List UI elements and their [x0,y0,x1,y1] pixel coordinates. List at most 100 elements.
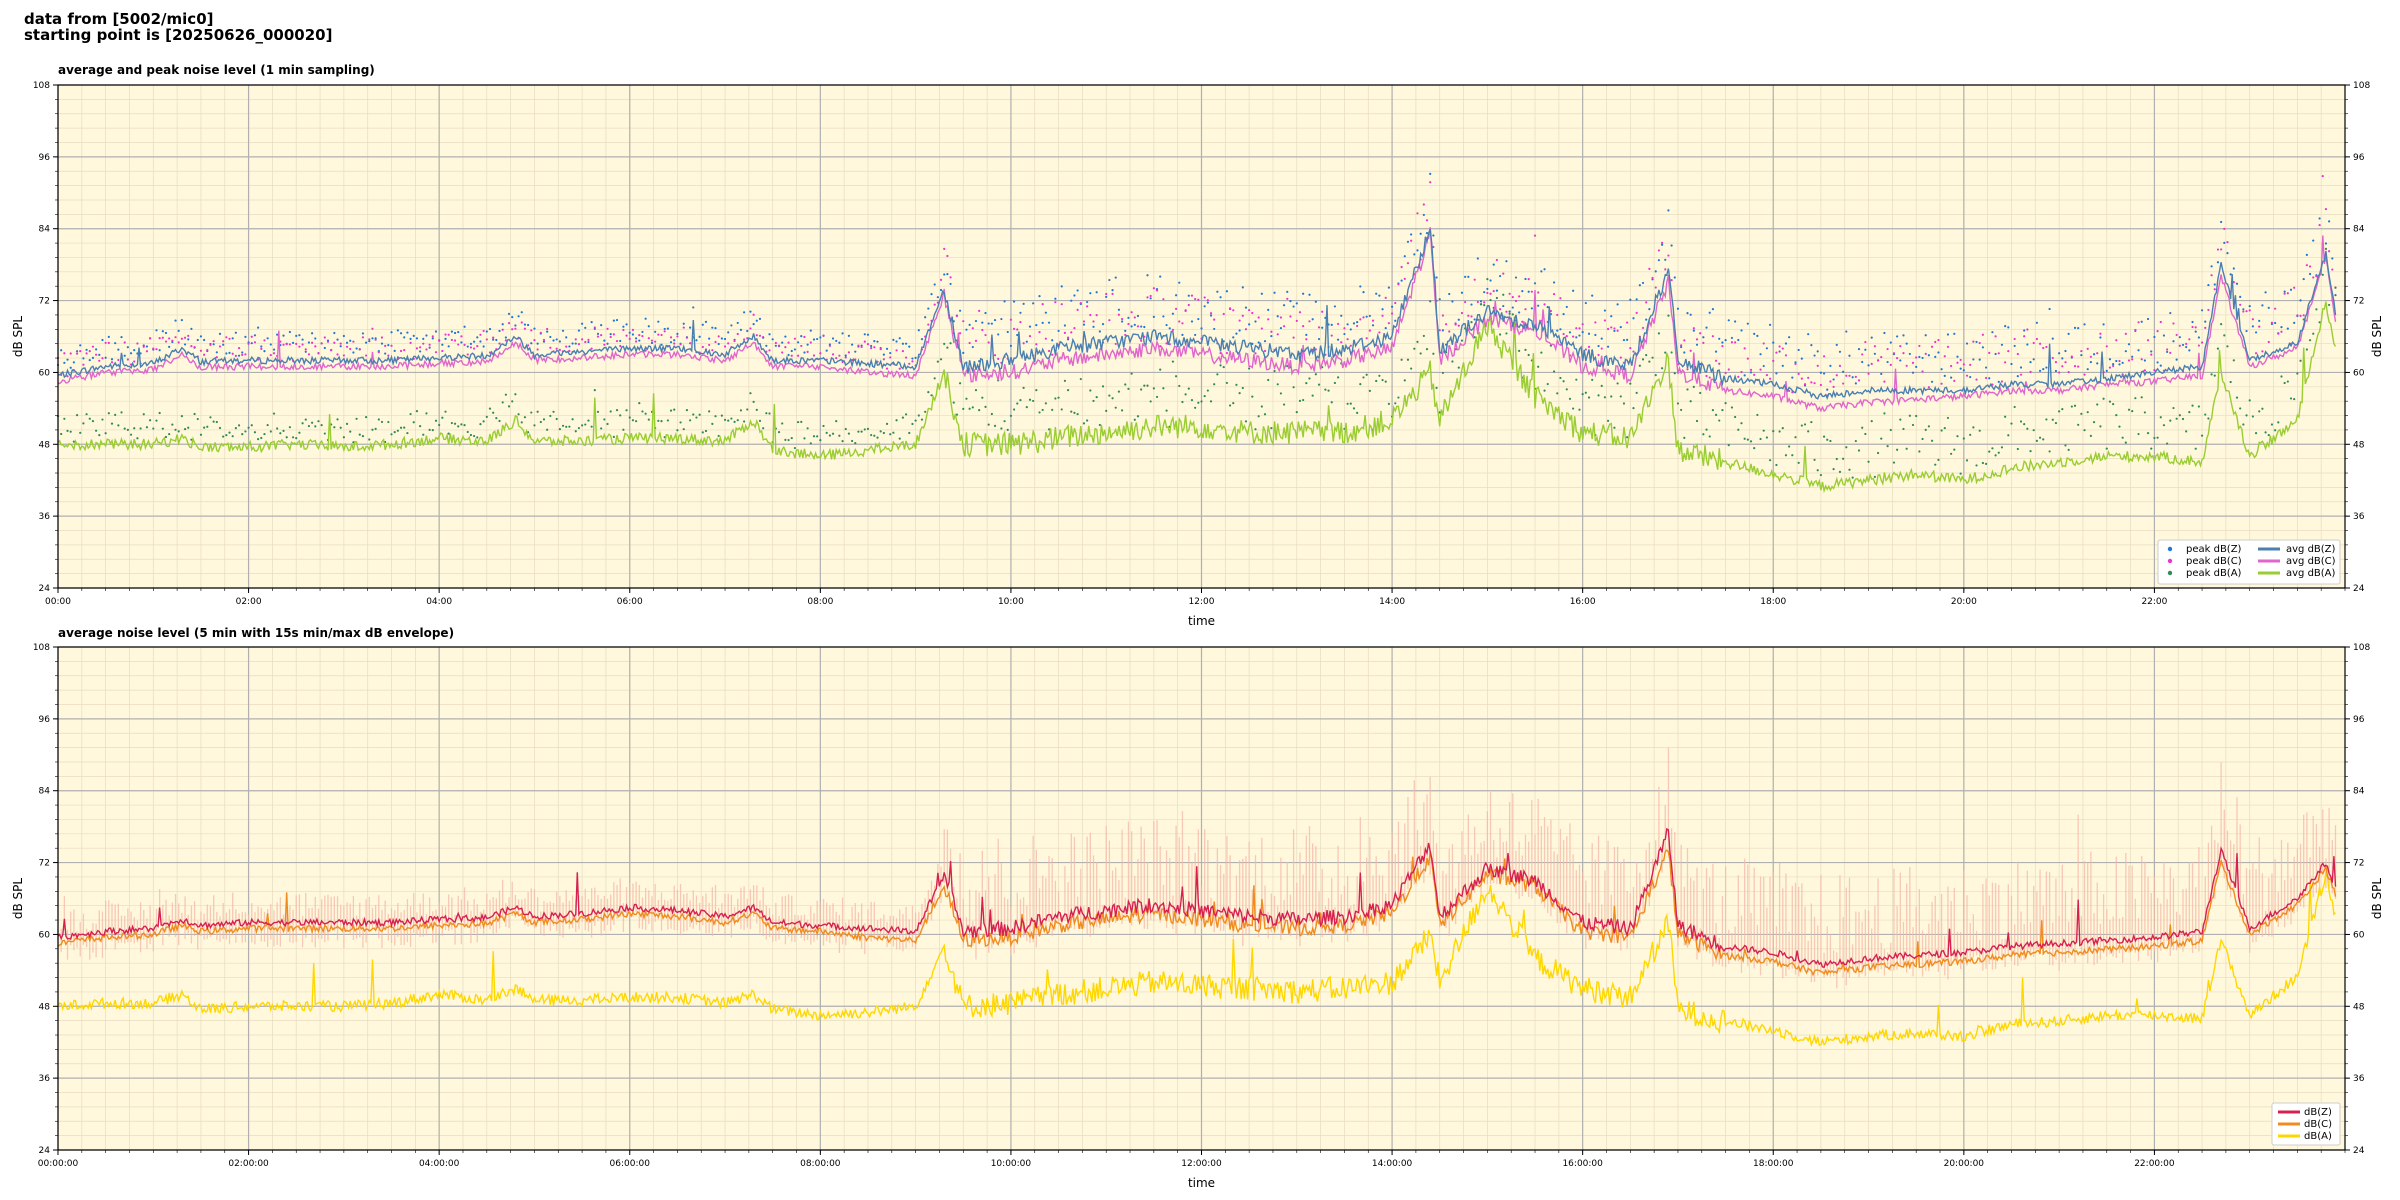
peak-point [1610,326,1613,329]
peak-point [1063,379,1067,382]
peak-point [63,352,66,355]
peak-point [1375,292,1378,295]
peak-point [365,341,368,344]
peak-point [1203,305,1206,308]
peak-point [908,362,911,365]
peak-point [1244,420,1248,423]
peak-point [904,413,908,416]
peak-point [2124,350,2127,353]
peak-point [876,436,879,439]
peak-point [1508,310,1511,313]
peak-point [1956,435,1959,438]
peak-point [447,432,450,435]
peak-point [816,435,819,438]
peak-point [1645,318,1648,321]
peak-point [263,432,266,436]
peak-point [476,436,479,439]
peak-point [1969,433,1972,436]
peak-point [1403,379,1406,382]
peak-point [1937,338,1940,342]
peak-point [1162,298,1165,301]
peak-point [1149,294,1152,298]
peak-point [498,419,501,423]
peak-point [1403,277,1406,280]
peak-point [809,442,812,445]
peak-point [1333,305,1337,308]
peak-point [1772,359,1775,362]
peak-point [1035,388,1038,392]
peak-point [2261,407,2264,410]
peak-point [2286,380,2289,383]
peak-point [1066,338,1070,341]
peak-point [1562,332,1565,336]
peak-point [781,341,784,344]
peak-point [2200,434,2204,437]
peak-point [752,313,755,316]
peak-point [2140,320,2143,323]
peak-point [914,356,917,359]
peak-point [1994,335,1997,338]
peak-point [1184,393,1187,396]
peak-point [260,436,263,440]
peak-point [2105,369,2108,372]
peak-point [241,351,244,354]
peak-point [2185,342,2188,345]
peak-point [1438,298,1441,301]
peak-point [1664,351,1667,354]
peak-point [1959,472,1962,475]
peak-point [301,338,304,341]
peak-point [2191,320,2194,324]
peak-point [622,428,625,431]
peak-point [1006,428,1009,431]
peak-point [1781,364,1784,367]
peak-point [1740,370,1743,374]
peak-point [1511,306,1514,309]
peak-point [1727,319,1730,322]
peak-point [1911,371,1915,374]
peak-point [1765,436,1768,439]
peak-point [1549,309,1553,313]
peak-point [1721,341,1724,344]
peak-point [1257,415,1260,418]
peak-point [584,340,587,344]
peak-point [1705,326,1708,329]
peak-point [177,341,180,344]
peak-point [428,428,431,431]
peak-point [1025,406,1028,409]
peak-point [365,416,368,419]
peak-point [2254,331,2258,334]
peak-point [2245,310,2248,313]
peak-point [1749,371,1753,374]
peak-point [72,440,75,443]
peak-point [2324,207,2328,211]
peak-point [1082,323,1086,326]
peak-point [2270,423,2274,426]
peak-point [1063,324,1067,327]
peak-point [282,334,285,337]
peak-point [2169,311,2172,315]
peak-point [1263,340,1267,343]
peak-point [1861,353,1864,356]
peak-point [981,396,984,399]
peak-point [149,419,152,422]
peak-point [473,340,476,343]
peak-point [819,336,822,339]
peak-point [1689,349,1692,352]
peak-point [1740,422,1743,425]
peak-point [1670,351,1673,354]
peak-point [387,344,390,347]
peak-point [1965,342,1969,345]
peak-point [2331,268,2334,271]
peak-point [1378,331,1381,334]
peak-point [936,360,939,363]
peak-point [450,421,453,425]
peak-point [555,338,558,341]
peak-point [819,352,822,355]
peak-point [250,335,253,338]
y-tick-label: 108 [2353,643,2370,653]
peak-point [1924,352,1927,355]
peak-point [1257,341,1260,344]
peak-point [212,340,215,343]
peak-point [536,342,539,345]
